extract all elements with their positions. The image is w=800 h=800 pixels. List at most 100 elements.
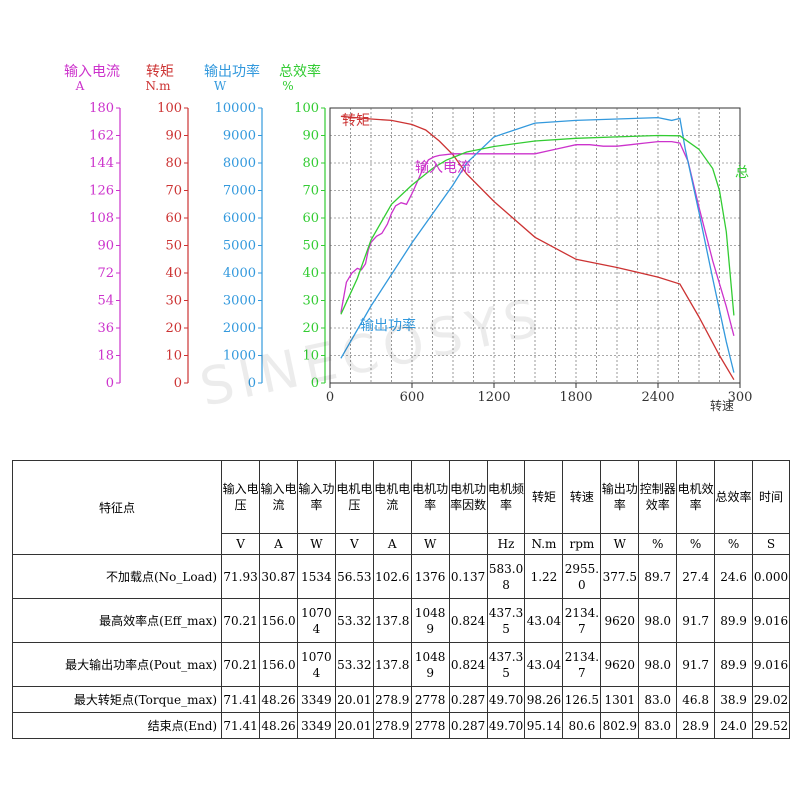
value-cell: 20.01 [334,712,374,739]
x-tick-label: 300 [728,390,753,405]
header-feature-cell: 特征点 [11,460,223,555]
axis-tick-label-2: 9000 [223,129,256,144]
axis-tick-label-0: 144 [89,156,114,171]
row-label-cell: 结束点(End) [11,712,223,739]
axis-tick-label-0: 18 [97,349,114,364]
value-cell: 48.26 [259,712,298,739]
value-cell: 89.7 [638,554,678,599]
axis-tick-label-3: 10 [302,349,319,364]
table-row: 最高效率点(Eff_max) 70.21 156.0 10704 53.32 137.8 1… [11,598,790,643]
value-cell: 70.21 [221,598,261,643]
axis-tick-label-0: 180 [89,101,114,116]
axis-tick-label-3: 0 [311,376,319,391]
value-cell: 38.9 [714,686,754,713]
header-cell: 输入功率 [296,460,336,534]
axis-tick-label-3: 60 [302,211,319,226]
value-cell: 0.824 [448,598,488,643]
axis-tick-label-2: 5000 [223,239,256,254]
axis-tick-label-0: 36 [97,321,114,336]
x-tick-label: 1200 [477,390,510,405]
header-cell: 电机效率 [676,460,716,534]
row-label-cell: 最高效率点(Eff_max) [11,598,223,643]
axis-tick-label-0: 162 [89,129,114,144]
value-cell: 95.14 [524,712,564,739]
series-line-1 [340,140,735,336]
value-cell: 80.6 [562,712,602,739]
axis-unit-0: A [75,79,85,93]
unit-cell: A [259,533,298,555]
header-cell: 电机功率因数 [448,460,488,534]
table-header-row: 特征点 输入电压 输入电流 输入功率 电机电压 电机电流 电机功率 电机功率因数 电机频率 转矩转… [11,460,790,555]
header-cell: 输入电压 [221,460,261,534]
value-cell: 377.5 [600,554,640,599]
axis-tick-label-2: 4000 [223,266,256,281]
value-cell: 91.7 [676,642,716,687]
x-tick-label: 0 [326,390,334,405]
axis-tick-label-1: 10 [165,349,182,364]
header-cell: 电机功率 [410,460,450,534]
table-row: 最大转矩点(Torque_max) 71.41 48.26 3349 20.01 278.… [11,686,790,713]
axis-unit-1: N.m [146,79,172,93]
value-cell: 1.22 [524,554,564,599]
value-cell: 278.9 [372,686,412,713]
axis-tick-label-2: 8000 [223,156,256,171]
value-cell: 2134.7 [562,642,602,687]
axis-tick-label-1: 40 [165,266,182,281]
unit-cell: % [676,533,716,555]
value-cell: 10704 [296,598,336,643]
unit-cell: Hz [486,533,526,555]
value-cell: 20.01 [334,686,374,713]
axis-title-3: 总效率 [279,63,321,80]
value-cell: 0.000 [752,554,790,599]
value-cell: 9.016 [752,598,790,643]
unit-cell: A [372,533,412,555]
value-cell: 2134.7 [562,598,602,643]
x-tick-label: 2400 [641,390,674,405]
axis-tick-label-1: 70 [165,184,182,199]
value-cell: 156.0 [259,642,298,687]
value-cell: 126.5 [562,686,602,713]
axis-unit-2: W [214,79,227,93]
x-tick-label: 1800 [559,390,592,405]
axis-tick-label-0: 72 [97,266,114,281]
value-cell: 137.8 [372,598,412,643]
unit-cell: % [638,533,678,555]
value-cell: 27.4 [676,554,716,599]
value-cell: 98.26 [524,686,564,713]
value-cell: 102.6 [372,554,412,599]
axis-tick-label-3: 20 [302,321,319,336]
unit-cell [448,533,488,555]
series-line-2 [340,116,735,373]
header-cell: 转速 [562,460,602,534]
value-cell: 70.21 [221,642,261,687]
axis-tick-label-2: 6000 [223,211,256,226]
value-cell: 0.287 [448,712,488,739]
value-cell: 28.9 [676,712,716,739]
unit-cell: W [600,533,640,555]
axis-tick-label-1: 100 [157,101,182,116]
axis-tick-label-2: 0 [248,376,256,391]
axis-tick-label-2: 3000 [223,294,256,309]
value-cell: 2955.0 [562,554,602,599]
value-cell: 3349 [296,686,336,713]
value-cell: 10489 [410,642,450,687]
header-cell: 输入电流 [259,460,298,534]
series-line-3 [340,134,735,316]
axis-tick-label-2: 2000 [223,321,256,336]
value-cell: 24.6 [714,554,754,599]
value-cell: 2778 [410,686,450,713]
value-cell: 98.0 [638,642,678,687]
header-cell: 转矩 [524,460,564,534]
value-cell: 278.9 [372,712,412,739]
value-cell: 1376 [410,554,450,599]
row-label-cell: 最大输出功率点(Pout_max) [11,642,223,687]
value-cell: 83.0 [638,686,678,713]
axis-tick-label-3: 40 [302,266,319,281]
table-row: 不加载点(No_Load) 71.93 30.87 1534 56.53 102.6 137… [11,554,790,599]
value-cell: 0.137 [448,554,488,599]
value-cell: 53.32 [334,642,374,687]
axis-tick-label-3: 70 [302,184,319,199]
unit-cell: V [221,533,261,555]
value-cell: 156.0 [259,598,298,643]
value-cell: 43.04 [524,598,564,643]
